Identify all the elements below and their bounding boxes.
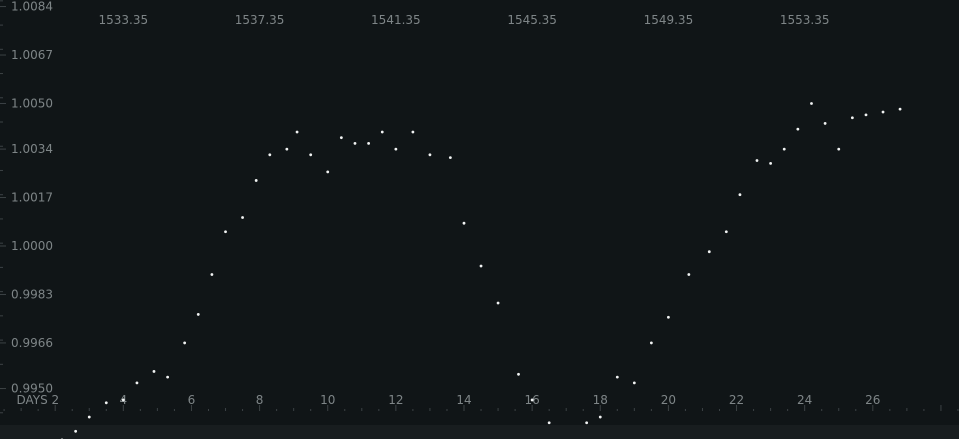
top-axis-tick-label: 1545.35	[507, 13, 557, 27]
data-point	[632, 381, 636, 385]
bottom-axis-tick-label: 26	[865, 393, 880, 407]
y-axis-tick-label: 1.0034	[11, 142, 53, 156]
data-point	[104, 401, 108, 405]
bottom-strip	[0, 425, 959, 439]
bottom-axis-tick-label: 14	[456, 393, 471, 407]
y-axis-tick-label: 0.9983	[11, 287, 53, 301]
bottom-axis-tick-label: 22	[729, 393, 744, 407]
data-point	[241, 216, 244, 219]
data-point	[448, 156, 452, 160]
data-point	[254, 179, 258, 182]
data-point	[649, 341, 653, 345]
data-point	[707, 250, 711, 254]
bottom-axis-tick-label: DAYS 2	[16, 393, 59, 407]
data-point	[755, 159, 759, 162]
bottom-axis-tick-label: 20	[661, 393, 676, 407]
data-point	[724, 230, 728, 234]
data-point	[183, 341, 187, 345]
data-point	[339, 136, 343, 140]
top-axis-tick-label: 1537.35	[235, 13, 285, 27]
data-point	[428, 153, 432, 157]
data-point	[367, 141, 371, 145]
data-point	[496, 301, 500, 305]
top-axis: 1533.35 1537.35 1541.35 1545.35 1549.35 1553.…	[99, 13, 830, 27]
bottom-axis-tick-label: 24	[797, 393, 812, 407]
top-axis-tick-label: 1541.35	[371, 13, 421, 27]
data-point	[547, 421, 551, 425]
top-axis-tick-label: 1553.35	[780, 13, 830, 27]
data-points	[60, 102, 902, 439]
data-point	[309, 153, 313, 157]
data-point	[210, 273, 214, 276]
data-point	[295, 130, 299, 134]
bottom-axis-tick-label: 10	[320, 393, 335, 407]
data-point	[135, 381, 139, 385]
data-point	[810, 102, 813, 105]
data-point	[121, 398, 125, 402]
bottom-axis: DAYS 2468101214161820222426	[3, 393, 959, 411]
data-point	[769, 161, 773, 165]
data-point	[326, 170, 330, 174]
y-axis-tick-label: 1.0050	[11, 96, 53, 110]
data-point	[285, 147, 289, 151]
bottom-axis-tick-label: 8	[256, 393, 264, 407]
data-point	[268, 153, 272, 157]
bottom-axis-tick-label: 18	[593, 393, 608, 407]
top-axis-tick-label: 1549.35	[644, 13, 694, 27]
data-point	[598, 415, 602, 419]
data-point	[394, 147, 398, 151]
y-axis-tick-label: 1.0017	[11, 191, 53, 205]
data-point	[152, 370, 156, 373]
data-point	[615, 375, 619, 379]
y-axis-tick-label: 1.0000	[11, 239, 53, 253]
y-axis-tick-label: 0.9950	[11, 382, 53, 396]
y-axis: 1.0084 1.0067 1.0050 1.0034 1.0017 1.0000 0.99…	[0, 0, 53, 414]
data-point	[74, 429, 78, 433]
data-point	[479, 264, 483, 268]
y-axis-tick-label: 0.9966	[11, 336, 53, 350]
y-axis-tick-label: 1.0067	[11, 48, 53, 62]
data-point	[380, 130, 384, 134]
data-point	[837, 147, 841, 151]
bottom-axis-tick-label: 12	[388, 393, 403, 407]
data-point	[738, 193, 742, 197]
data-point	[585, 421, 589, 425]
bottom-axis-tick-label: 6	[188, 393, 196, 407]
data-point	[898, 107, 902, 111]
data-point	[667, 315, 670, 319]
data-point	[353, 141, 357, 145]
top-axis-tick-label: 1533.35	[99, 13, 149, 27]
data-point	[850, 116, 854, 120]
data-point	[87, 415, 91, 419]
data-point	[224, 230, 227, 234]
data-point	[864, 113, 868, 117]
data-point	[196, 313, 200, 316]
data-point	[687, 273, 691, 276]
data-point	[411, 130, 415, 134]
data-point	[782, 147, 786, 151]
data-point	[166, 375, 170, 379]
data-point	[517, 372, 520, 376]
data-point	[796, 127, 800, 131]
data-point	[462, 221, 466, 225]
data-point	[823, 122, 827, 125]
y-axis-tick-label: 1.0084	[11, 0, 53, 14]
data-point	[530, 398, 534, 402]
data-point	[881, 110, 885, 114]
